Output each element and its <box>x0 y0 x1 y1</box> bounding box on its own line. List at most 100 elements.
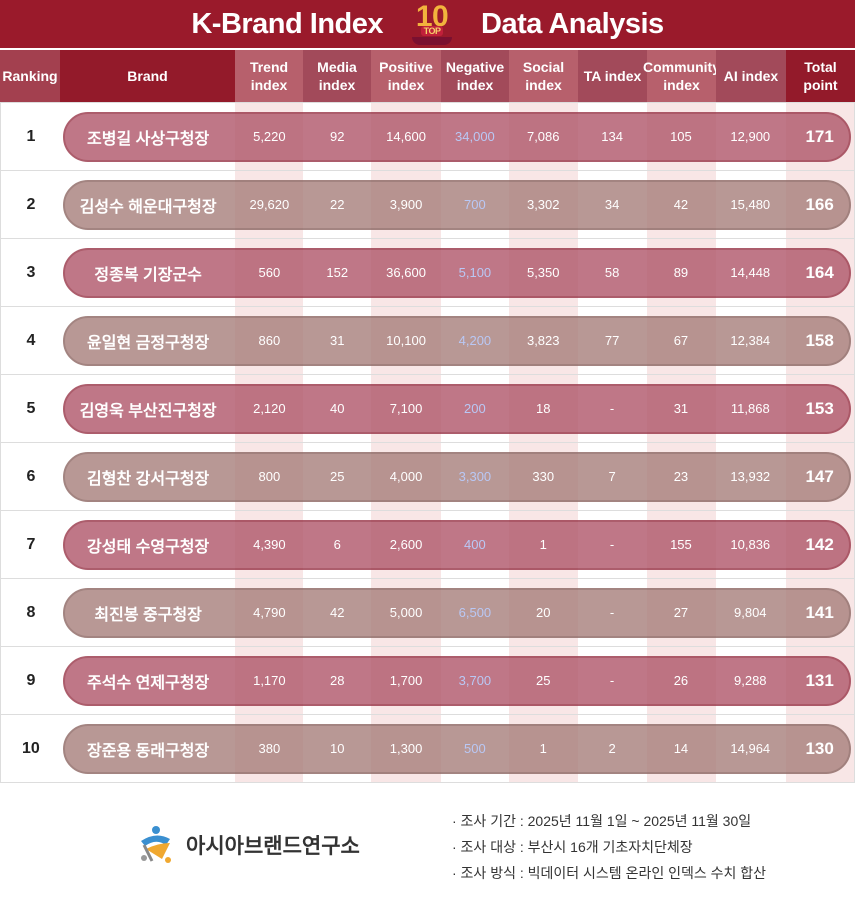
cell-ai: 10,836 <box>730 537 771 552</box>
cell-social: 20 <box>536 605 551 620</box>
cell-ta: - <box>609 673 615 688</box>
cell-ai: 12,384 <box>730 333 771 348</box>
table-row: 4 윤일현 금정구청장 860 31 10,100 4,200 3,823 77 67 12,38… <box>1 306 854 374</box>
header-total: Total point <box>786 50 855 102</box>
table-header: Ranking Brand Trend index Media index Positi… <box>0 50 855 102</box>
cell-community: 31 <box>673 401 689 416</box>
header-community: Community index <box>643 50 720 102</box>
cell-brand: 윤일현 금정구청장 <box>87 334 210 352</box>
cell-ta: 2 <box>608 741 616 756</box>
cell-community: 27 <box>673 605 689 620</box>
cell-trend: 1,170 <box>253 673 286 688</box>
cell-ta: - <box>609 605 615 620</box>
cell-ta: - <box>609 537 615 552</box>
table-row: 10 장준용 동래구청장 380 10 1,300 500 1 2 14 14,964 130 <box>1 714 854 782</box>
cell-social: 1 <box>539 741 547 756</box>
table-row: 5 김영욱 부산진구청장 2,120 40 7,100 200 18 - 31 11,868 153 <box>1 374 854 442</box>
row-pill <box>63 180 851 230</box>
logo: 아시아브랜드연구소 <box>136 825 360 865</box>
cell-media: 31 <box>329 333 345 348</box>
row-pill <box>63 520 851 570</box>
table-row: 8 최진봉 중구청장 4,790 42 5,000 6,500 20 - 27 9,804 141 <box>1 578 854 646</box>
cell-total: 164 <box>805 262 834 282</box>
table-row: 7 강성태 수영구청장 4,390 6 2,600 400 1 - 155 10,836 142 <box>1 510 854 578</box>
cell-brand: 김영욱 부산진구청장 <box>79 402 217 420</box>
cell-brand: 김성수 해운대구청장 <box>79 198 217 216</box>
cell-ranking: 6 <box>26 467 36 485</box>
cell-social: 18 <box>536 401 551 416</box>
title-left: K-Brand Index <box>191 7 384 40</box>
cell-total: 142 <box>805 534 834 554</box>
cell-social: 7,086 <box>526 129 560 144</box>
cell-community: 67 <box>673 333 689 348</box>
cell-ranking: 8 <box>26 603 36 621</box>
cell-total: 141 <box>805 602 834 622</box>
cell-ta: 77 <box>604 333 620 348</box>
cell-ta: - <box>609 401 615 416</box>
header-social: Social index <box>509 50 578 102</box>
cell-ta: 7 <box>608 469 616 484</box>
footer: 아시아브랜드연구소 · 조사 기간 : 2025년 11월 1일 ~ 2025년… <box>0 800 855 898</box>
cell-negative: 4,200 <box>458 333 492 348</box>
cell-total: 171 <box>805 126 834 146</box>
cell-ai: 12,900 <box>730 129 771 144</box>
cell-negative: 5,100 <box>458 265 492 280</box>
header-media: Media index <box>303 50 371 102</box>
header-ranking: Ranking <box>0 50 60 102</box>
cell-social: 330 <box>532 469 555 484</box>
cell-ranking: 7 <box>26 535 36 553</box>
cell-social: 1 <box>539 537 547 552</box>
title-right: Data Analysis <box>481 7 664 40</box>
title-bar: K-Brand Index 10 TOP Data Analysis <box>0 0 855 48</box>
table-row: 9 주석수 연제구청장 1,170 28 1,700 3,700 25 - 26 9,288 131 <box>1 646 854 714</box>
cell-trend: 29,620 <box>249 197 290 212</box>
row-pill <box>63 384 851 434</box>
cell-community: 14 <box>673 741 689 756</box>
note-method: · 조사 방식 : 빅데이터 시스템 온라인 인덱스 수치 합산 <box>452 865 767 881</box>
cell-social: 25 <box>536 673 551 688</box>
cell-ai: 11,868 <box>730 401 770 416</box>
note-period: · 조사 기간 : 2025년 11월 1일 ~ 2025년 11월 30일 <box>452 813 752 829</box>
cell-social: 3,302 <box>526 197 560 212</box>
cell-total: 158 <box>805 330 834 350</box>
cell-brand: 강성태 수영구청장 <box>87 538 210 556</box>
cell-total: 166 <box>805 194 834 214</box>
cell-negative: 3,700 <box>458 673 492 688</box>
cell-negative: 700 <box>464 197 486 212</box>
cell-negative: 34,000 <box>455 129 495 144</box>
cell-media: 42 <box>329 605 345 620</box>
cell-total: 153 <box>805 398 834 418</box>
table-row: 2 김성수 해운대구청장 29,620 22 3,900 700 3,302 34 42 15,4… <box>1 170 854 238</box>
cell-trend: 800 <box>258 469 281 484</box>
cell-ranking: 5 <box>26 399 36 417</box>
top10-badge-icon: 10 TOP <box>407 1 457 46</box>
survey-notes: · 조사 기간 : 2025년 11월 1일 ~ 2025년 11월 30일 ·… <box>452 808 766 886</box>
asia-brand-logo-icon <box>141 826 171 863</box>
row-pill <box>63 316 851 366</box>
cell-trend: 2,120 <box>253 401 286 416</box>
cell-brand: 조병길 사상구청장 <box>87 130 210 148</box>
table-row: 6 김형찬 강서구청장 800 25 4,000 3,300 330 7 23 13,932 147 <box>1 442 854 510</box>
cell-ai: 14,448 <box>730 265 771 280</box>
row-pill <box>63 656 851 706</box>
cell-positive: 7,100 <box>389 401 423 416</box>
cell-ranking: 4 <box>26 331 36 349</box>
cell-ai: 15,480 <box>730 197 771 212</box>
cell-community: 42 <box>673 197 689 212</box>
cell-media: 10 <box>329 741 345 756</box>
cell-community: 26 <box>673 673 689 688</box>
table-row: 3 정종복 기장군수 560 152 36,600 5,100 5,350 58 89 14,44… <box>1 238 854 306</box>
cell-media: 28 <box>329 673 345 688</box>
cell-ranking: 3 <box>26 263 36 281</box>
cell-total: 147 <box>805 466 834 486</box>
header-trend: Trend index <box>235 50 303 102</box>
cell-trend: 860 <box>258 333 281 348</box>
cell-positive: 1,700 <box>389 673 423 688</box>
cell-media: 40 <box>329 401 345 416</box>
header-brand: Brand <box>60 50 235 102</box>
cell-negative: 6,500 <box>458 605 492 620</box>
row-pill <box>63 248 851 298</box>
header-positive: Positive index <box>371 50 441 102</box>
cell-community: 155 <box>670 537 692 552</box>
cell-community: 23 <box>673 469 689 484</box>
